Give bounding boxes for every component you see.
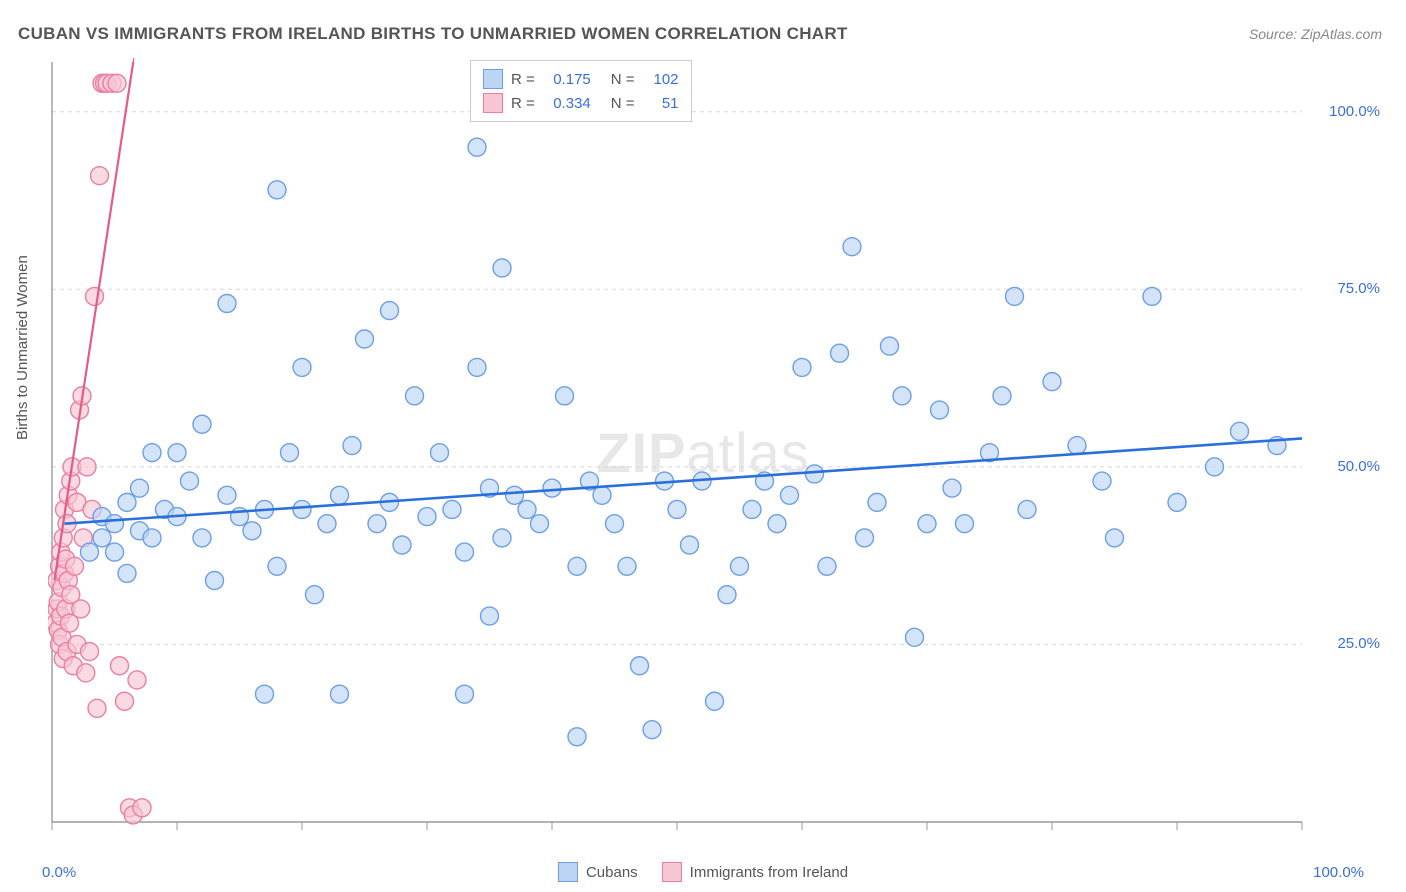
scatter-chart	[46, 50, 1386, 842]
legend-n-value: 51	[643, 95, 679, 112]
legend-stats: R = 0.175 N = 102 R = 0.334 N = 51	[470, 60, 692, 122]
legend-n-value: 102	[643, 71, 679, 88]
y-tick-label: 100.0%	[1329, 103, 1380, 120]
legend-swatch	[483, 93, 503, 113]
legend-n-label: N =	[611, 71, 635, 88]
source-label: Source: ZipAtlas.com	[1249, 26, 1382, 42]
x-tick-label-max: 100.0%	[1313, 864, 1364, 881]
legend-swatch	[483, 69, 503, 89]
legend-r-value: 0.175	[543, 71, 591, 88]
legend-r-label: R =	[511, 95, 535, 112]
x-axis-labels: 0.0% 100.0%	[46, 864, 1386, 886]
y-tick-label: 25.0%	[1337, 635, 1380, 652]
y-axis-label: Births to Unmarried Women	[14, 255, 31, 440]
chart-title: CUBAN VS IMMIGRANTS FROM IRELAND BIRTHS …	[18, 24, 848, 44]
legend-r-value: 0.334	[543, 95, 591, 112]
legend-stats-row: R = 0.175 N = 102	[483, 67, 679, 91]
y-tick-label: 50.0%	[1337, 458, 1380, 475]
legend-r-label: R =	[511, 71, 535, 88]
legend-stats-row: R = 0.334 N = 51	[483, 91, 679, 115]
x-tick-label-min: 0.0%	[42, 864, 76, 881]
legend-n-label: N =	[611, 95, 635, 112]
y-tick-label: 75.0%	[1337, 280, 1380, 297]
